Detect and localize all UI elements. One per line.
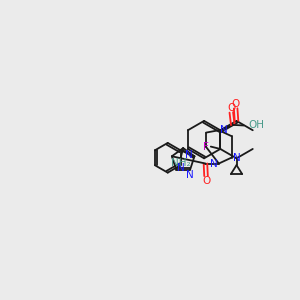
Text: F: F [203, 142, 209, 152]
Text: N: N [177, 163, 184, 173]
Text: NH₂: NH₂ [171, 158, 190, 168]
Text: N: N [233, 153, 241, 163]
Text: N: N [220, 125, 227, 135]
Text: O: O [232, 99, 240, 109]
Text: N: N [186, 170, 194, 180]
Text: N: N [210, 158, 217, 169]
Text: OH: OH [248, 121, 264, 130]
Text: N: N [185, 150, 193, 160]
Text: O: O [202, 176, 210, 186]
Text: O: O [227, 103, 236, 112]
